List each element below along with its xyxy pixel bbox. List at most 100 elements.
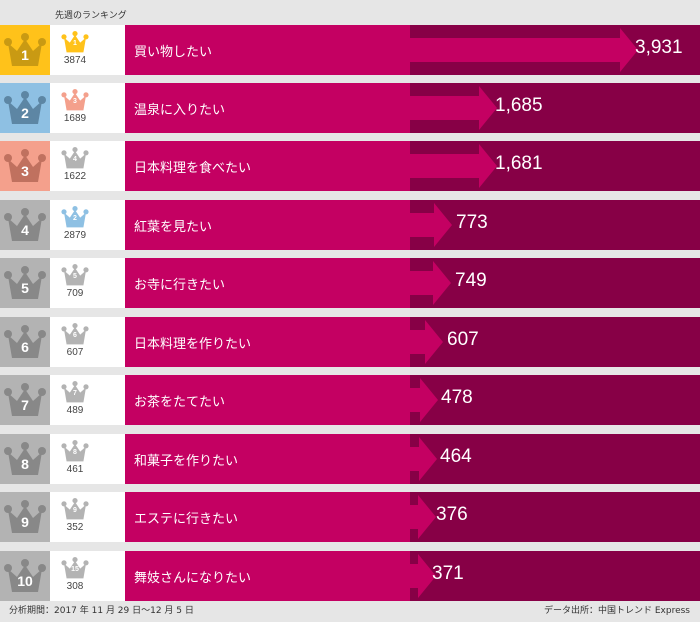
value-bar: 1,685 [410, 83, 700, 133]
item-value: 1,685 [495, 95, 543, 116]
ranking-row: 1 1 3874 買い物したい 3,931 [0, 25, 700, 75]
previous-rank: 7 [73, 390, 77, 397]
rank-number: 6 [21, 339, 29, 355]
item-label: お寺に行きたい [134, 278, 226, 293]
rank-badge: 2 [0, 83, 50, 133]
previous-rank: 5 [73, 273, 77, 280]
ranking-row: 5 5 709 お寺に行きたい 749 [0, 258, 700, 308]
previous-count: 1689 [63, 113, 87, 124]
previous-rank: 1 [73, 40, 77, 47]
rank-number: 1 [21, 47, 29, 63]
value-bar: 3,931 [410, 25, 700, 75]
rank-number: 9 [21, 514, 29, 530]
previous-week-cell: 4 1622 [50, 141, 165, 191]
item-label-cell: お寺に行きたい [125, 258, 410, 308]
item-label: 舞妓さんになりたい [134, 571, 252, 586]
rank-badge: 1 [0, 25, 50, 75]
item-label-cell: 和菓子を作りたい [125, 434, 410, 484]
rank-number: 3 [21, 163, 29, 179]
rank-number: 4 [21, 222, 29, 238]
item-label-cell: 買い物したい [125, 25, 410, 75]
previous-week-cell: 7 489 [50, 375, 165, 425]
ranking-row: 10 15 308 舞妓さんになりたい 371 [0, 551, 700, 601]
item-value: 478 [441, 387, 473, 408]
rank-number: 10 [17, 573, 33, 589]
previous-count: 1622 [63, 171, 87, 182]
rank-badge: 9 [0, 492, 50, 542]
bar-arrow-icon [410, 261, 451, 305]
ranking-row: 7 7 489 お茶をたてたい 478 [0, 375, 700, 425]
ranking-row: 2 3 1689 温泉に入りたい 1,685 [0, 83, 700, 133]
value-bar: 464 [410, 434, 700, 484]
ranking-row: 8 8 461 和菓子を作りたい 464 [0, 434, 700, 484]
value-bar: 478 [410, 375, 700, 425]
previous-week-cell: 3 1689 [50, 83, 165, 133]
item-label: 日本料理を作りたい [134, 337, 252, 352]
item-label: お茶をたてたい [134, 395, 226, 410]
bar-arrow-icon [410, 378, 438, 422]
item-value: 773 [456, 212, 488, 233]
item-label-cell: お茶をたてたい [125, 375, 410, 425]
rank-badge: 10 [0, 551, 50, 601]
bar-arrow-icon [410, 437, 437, 481]
previous-count: 489 [66, 405, 84, 416]
rank-number: 7 [21, 397, 29, 413]
rank-badge: 6 [0, 317, 50, 367]
analysis-period: 分析期間：2017 年 11 月 29 日〜12 月 5 日 [9, 606, 194, 616]
previous-week-cell: 2 2879 [50, 200, 165, 250]
value-bar: 376 [410, 492, 700, 542]
previous-count: 2879 [63, 230, 87, 241]
item-label-cell: 日本料理を作りたい [125, 317, 410, 367]
item-label-cell: 温泉に入りたい [125, 83, 410, 133]
bar-arrow-icon [410, 203, 452, 247]
item-label-cell: 紅葉を見たい [125, 200, 410, 250]
rank-number: 5 [21, 280, 29, 296]
item-label-cell: 舞妓さんになりたい [125, 551, 410, 601]
previous-rank: 9 [73, 507, 77, 514]
previous-rank: 4 [73, 156, 77, 163]
previous-count: 3874 [63, 55, 87, 66]
ranking-row: 4 2 2879 紅葉を見たい 773 [0, 200, 700, 250]
item-label: 日本料理を食べたい [134, 161, 252, 176]
previous-rank: 3 [73, 98, 77, 105]
value-bar: 1,681 [410, 141, 700, 191]
item-value: 371 [432, 563, 464, 584]
bar-arrow-icon [410, 86, 497, 130]
item-value: 376 [436, 504, 468, 525]
item-label: 温泉に入りたい [134, 103, 226, 118]
previous-rank: 15 [71, 566, 79, 573]
rank-number: 2 [21, 105, 29, 121]
previous-count: 461 [66, 464, 84, 475]
item-value: 1,681 [495, 153, 543, 174]
previous-count: 308 [66, 581, 84, 592]
previous-rank: 8 [73, 449, 77, 456]
rank-badge: 4 [0, 200, 50, 250]
bar-arrow-icon [410, 144, 497, 188]
rank-badge: 8 [0, 434, 50, 484]
previous-rank: 2 [73, 215, 77, 222]
bar-arrow-icon [410, 554, 436, 598]
ranking-row: 3 4 1622 日本料理を食べたい 1,681 [0, 141, 700, 191]
bar-arrow-icon [410, 495, 436, 539]
rank-number: 8 [21, 456, 29, 472]
previous-week-cell: 9 352 [50, 492, 165, 542]
previous-week-cell: 1 3874 [50, 25, 165, 75]
item-label: 買い物したい [134, 45, 213, 60]
previous-count: 709 [66, 288, 84, 299]
item-label: 紅葉を見たい [134, 220, 213, 235]
previous-week-cell: 15 308 [50, 551, 165, 601]
previous-week-cell: 5 709 [50, 258, 165, 308]
value-bar: 607 [410, 317, 700, 367]
item-value: 607 [447, 329, 479, 350]
ranking-row: 9 9 352 エステに行きたい 376 [0, 492, 700, 542]
data-source: データ出所：中国トレンド Express [543, 606, 690, 616]
previous-week-cell: 8 461 [50, 434, 165, 484]
item-value: 3,931 [635, 37, 683, 58]
bar-arrow-icon [410, 320, 443, 364]
value-bar: 371 [410, 551, 700, 601]
item-label-cell: エステに行きたい [125, 492, 410, 542]
rank-badge: 5 [0, 258, 50, 308]
previous-count: 607 [66, 347, 84, 358]
value-bar: 773 [410, 200, 700, 250]
prev-week-header: 先週のランキング [55, 11, 127, 21]
